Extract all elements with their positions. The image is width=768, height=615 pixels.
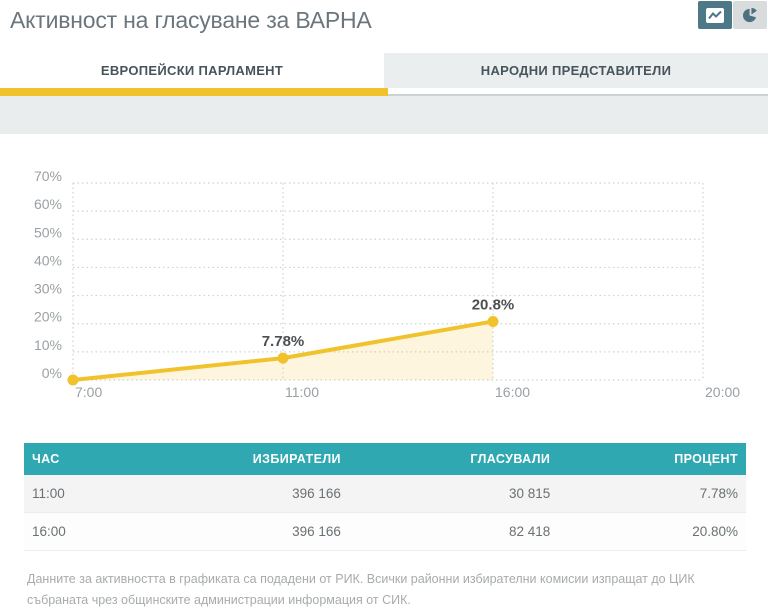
cell-voted: 82 418 xyxy=(508,524,551,539)
inactive-tab-divider xyxy=(388,88,768,96)
activity-table: ЧАС ИЗБИРАТЕЛИ ГЛАСУВАЛИ ПРОЦЕНТ 11:00 3… xyxy=(24,443,746,551)
svg-text:11:00: 11:00 xyxy=(285,384,319,400)
active-tab-accent-bar xyxy=(0,88,388,96)
cell-voters: 396 166 xyxy=(292,486,341,501)
pie-chart-view-button[interactable] xyxy=(733,1,767,29)
svg-text:20.8%: 20.8% xyxy=(472,296,515,313)
cell-percent: 20.80% xyxy=(692,524,738,539)
table-row: 11:00 396 166 30 815 7.78% xyxy=(24,475,746,513)
cell-voters: 396 166 xyxy=(292,524,341,539)
page-title: Активност на гласуване за ВАРНА xyxy=(10,7,372,33)
svg-text:30%: 30% xyxy=(34,281,62,297)
footer-note: Данните за активността в графиката са по… xyxy=(27,572,695,608)
page-header: Активност на гласуване за ВАРНА xyxy=(0,0,768,53)
svg-text:7.78%: 7.78% xyxy=(262,333,305,350)
activity-chart: 0% 10% 20% 30% 40% 50% 60% 70% 7:00 11:00 16:00 20:… xyxy=(34,168,740,400)
tab-european-parliament[interactable]: ЕВРОПЕЙСКИ ПАРЛАМЕНТ xyxy=(0,53,384,88)
svg-text:16:00: 16:00 xyxy=(495,384,530,400)
column-header-voters: ИЗБИРАТЕЛИ xyxy=(204,443,349,475)
svg-text:20:00: 20:00 xyxy=(705,384,740,400)
svg-text:7:00: 7:00 xyxy=(75,384,102,400)
line-chart-view-button[interactable] xyxy=(698,1,732,29)
chart-view-switcher xyxy=(698,1,767,29)
tab-label: НАРОДНИ ПРЕДСТАВИТЕЛИ xyxy=(480,63,672,78)
spacer-band xyxy=(0,96,768,134)
column-header-percent: ПРОЦЕНТ xyxy=(558,443,746,475)
table-header-row: ЧАС ИЗБИРАТЕЛИ ГЛАСУВАЛИ ПРОЦЕНТ xyxy=(24,443,746,475)
svg-text:70%: 70% xyxy=(34,168,62,184)
cell-hour: 16:00 xyxy=(32,524,66,539)
svg-text:10%: 10% xyxy=(34,337,62,353)
tab-label: ЕВРОПЕЙСКИ ПАРЛАМЕНТ xyxy=(100,63,284,78)
svg-text:20%: 20% xyxy=(34,309,62,325)
active-tab-underline xyxy=(0,88,768,96)
svg-text:0%: 0% xyxy=(42,365,62,381)
column-header-hour: ЧАС xyxy=(24,443,205,475)
tab-bar: ЕВРОПЕЙСКИ ПАРЛАМЕНТ НАРОДНИ ПРЕДСТАВИТЕ… xyxy=(0,53,768,88)
svg-text:60%: 60% xyxy=(34,196,62,212)
cell-voted: 30 815 xyxy=(508,486,551,501)
cell-hour: 11:00 xyxy=(32,486,65,501)
pie-chart-icon xyxy=(742,7,757,22)
svg-text:50%: 50% xyxy=(34,224,62,240)
column-header-voted: ГЛАСУВАЛИ xyxy=(348,443,559,475)
svg-text:40%: 40% xyxy=(34,252,62,268)
tab-national-representatives[interactable]: НАРОДНИ ПРЕДСТАВИТЕЛИ xyxy=(384,53,768,88)
cell-percent: 7.78% xyxy=(699,486,738,501)
table-row: 16:00 396 166 82 418 20.80% xyxy=(24,512,746,551)
line-chart-icon xyxy=(706,7,724,23)
